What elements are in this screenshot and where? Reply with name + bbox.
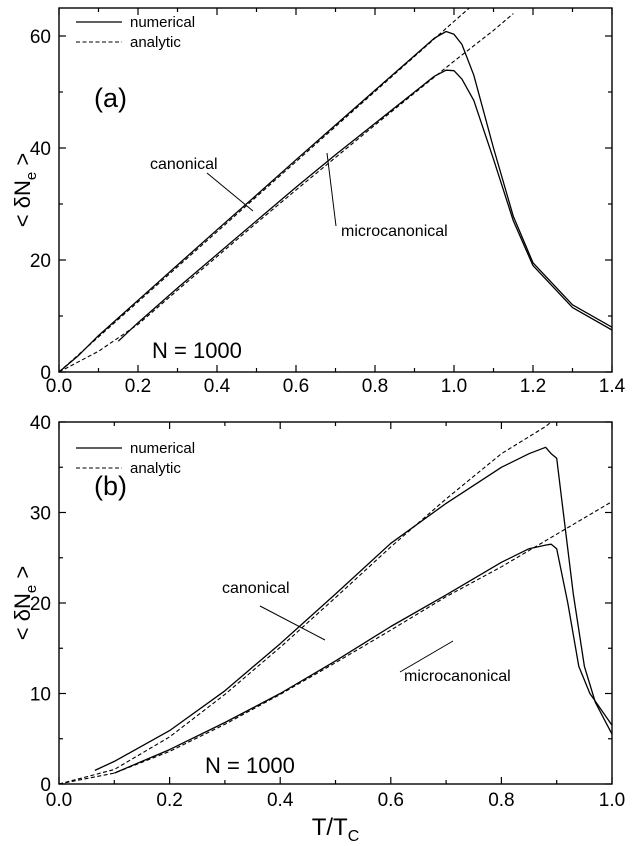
y-tick-label: 20 bbox=[30, 594, 51, 615]
series-line-microcanonical-numerical bbox=[117, 69, 612, 342]
x-tick-label: 0.6 bbox=[283, 376, 309, 397]
curve-label-microcanonical: microcanonical bbox=[404, 668, 511, 685]
x-tick-label: 1.0 bbox=[599, 790, 625, 811]
curve-label-microcanonical: microcanonical bbox=[341, 223, 448, 240]
x-tick-label: 0.8 bbox=[488, 790, 514, 811]
x-tick-label: 0.6 bbox=[378, 790, 404, 811]
leader-line-microcanonical bbox=[326, 152, 337, 227]
legend-label-numerical: numerical bbox=[130, 14, 195, 31]
x-tick-label: 0.4 bbox=[267, 790, 294, 811]
leader-line-canonical bbox=[259, 605, 326, 641]
series-line-microcanonical-analytic bbox=[59, 13, 514, 372]
series-line-microcanonical-numerical bbox=[114, 543, 612, 774]
panel-a: 0.0 0.2 0.4 0.6 0.8 1.0 1.2 1.4 0 20 40 60 < δNe > nu… bbox=[10, 7, 626, 397]
x-axis-label: T/TC bbox=[312, 814, 360, 845]
series-line-canonical-analytic bbox=[59, 8, 471, 372]
panel-label: (b) bbox=[94, 471, 127, 501]
x-tick-label: 0.0 bbox=[46, 790, 72, 811]
series-line-canonical-numerical bbox=[94, 446, 612, 771]
panel-b: 0.0 0.2 0.4 0.6 0.8 1.0 0 10 20 30 40 < δNe > T/TC nu… bbox=[10, 413, 625, 845]
y-tick-label: 40 bbox=[30, 413, 51, 434]
legend-label-numerical: numerical bbox=[130, 440, 195, 457]
panel-label: (a) bbox=[94, 83, 127, 113]
y-tick-label: 60 bbox=[30, 27, 51, 48]
leader-line-canonical bbox=[206, 172, 254, 212]
x-tick-label: 0.4 bbox=[204, 376, 231, 397]
series-line-microcanonical-analytic bbox=[59, 501, 612, 784]
series-line-canonical-numerical bbox=[59, 30, 612, 372]
x-tick-label: 0.0 bbox=[46, 376, 72, 397]
legend-label-analytic: analytic bbox=[130, 34, 181, 51]
y-tick-label: 10 bbox=[30, 685, 51, 706]
legend-label-analytic: analytic bbox=[130, 460, 181, 477]
x-tick-label: 1.0 bbox=[441, 376, 467, 397]
y-tick-label: 30 bbox=[30, 504, 51, 525]
y-tick-label: 20 bbox=[30, 251, 51, 272]
x-tick-label: 0.2 bbox=[156, 790, 182, 811]
x-tick-label: 0.2 bbox=[125, 376, 151, 397]
x-tick-label: 0.8 bbox=[362, 376, 388, 397]
y-tick-label: 0 bbox=[40, 775, 51, 796]
n-annotation: N = 1000 bbox=[205, 753, 295, 778]
x-tick-label: 1.2 bbox=[520, 376, 546, 397]
x-tick-label: 1.4 bbox=[599, 376, 626, 397]
y-axis-label: < δNe > bbox=[10, 153, 40, 227]
y-tick-label: 0 bbox=[40, 363, 51, 384]
leader-line-microcanonical bbox=[399, 640, 454, 673]
y-tick-label: 40 bbox=[30, 139, 51, 160]
curve-label-canonical: canonical bbox=[150, 156, 218, 173]
plot-frame bbox=[58, 7, 613, 373]
curve-label-canonical: canonical bbox=[222, 580, 290, 597]
y-axis-label: < δNe > bbox=[10, 566, 40, 640]
series-line-canonical-analytic bbox=[59, 422, 552, 784]
n-annotation: N = 1000 bbox=[152, 338, 242, 363]
